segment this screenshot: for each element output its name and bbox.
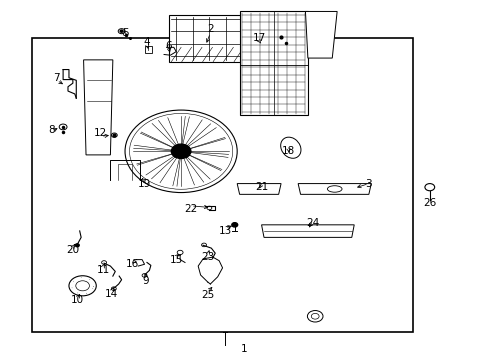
- Text: 7: 7: [53, 73, 60, 83]
- Text: 2: 2: [206, 24, 213, 35]
- Text: 3: 3: [365, 179, 371, 189]
- Text: 18: 18: [281, 146, 294, 156]
- Text: 26: 26: [422, 198, 435, 208]
- Bar: [32, 39, 412, 332]
- Text: 19: 19: [138, 179, 151, 189]
- Circle shape: [120, 30, 123, 32]
- Text: 4: 4: [143, 37, 150, 47]
- Text: 20: 20: [66, 245, 79, 255]
- Circle shape: [72, 278, 93, 294]
- Text: 8: 8: [48, 125, 55, 135]
- Circle shape: [171, 144, 190, 158]
- Polygon shape: [305, 12, 336, 58]
- Text: 12: 12: [94, 129, 107, 138]
- Text: 24: 24: [305, 218, 319, 228]
- Text: 14: 14: [105, 289, 118, 299]
- Circle shape: [75, 244, 79, 247]
- Text: 10: 10: [71, 295, 84, 305]
- Text: 15: 15: [169, 255, 183, 265]
- Text: 17: 17: [252, 33, 265, 43]
- Text: 23: 23: [201, 252, 214, 262]
- Circle shape: [129, 113, 232, 189]
- Polygon shape: [239, 12, 307, 116]
- Polygon shape: [168, 15, 249, 62]
- Text: 5: 5: [122, 28, 128, 38]
- Text: 21: 21: [254, 182, 267, 192]
- Text: 11: 11: [96, 265, 109, 275]
- Ellipse shape: [280, 137, 300, 158]
- Text: 9: 9: [142, 276, 149, 286]
- Text: 13: 13: [218, 226, 231, 236]
- Polygon shape: [261, 225, 353, 237]
- Polygon shape: [298, 184, 370, 194]
- Text: 6: 6: [165, 41, 172, 51]
- Ellipse shape: [327, 186, 341, 192]
- Text: 22: 22: [184, 204, 197, 214]
- Text: 25: 25: [201, 290, 214, 300]
- Text: 1: 1: [241, 344, 247, 354]
- Circle shape: [231, 223, 237, 227]
- Text: 16: 16: [125, 258, 139, 269]
